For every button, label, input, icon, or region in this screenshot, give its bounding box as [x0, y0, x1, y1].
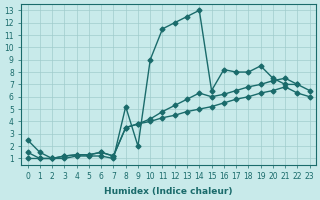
X-axis label: Humidex (Indice chaleur): Humidex (Indice chaleur) — [104, 187, 233, 196]
